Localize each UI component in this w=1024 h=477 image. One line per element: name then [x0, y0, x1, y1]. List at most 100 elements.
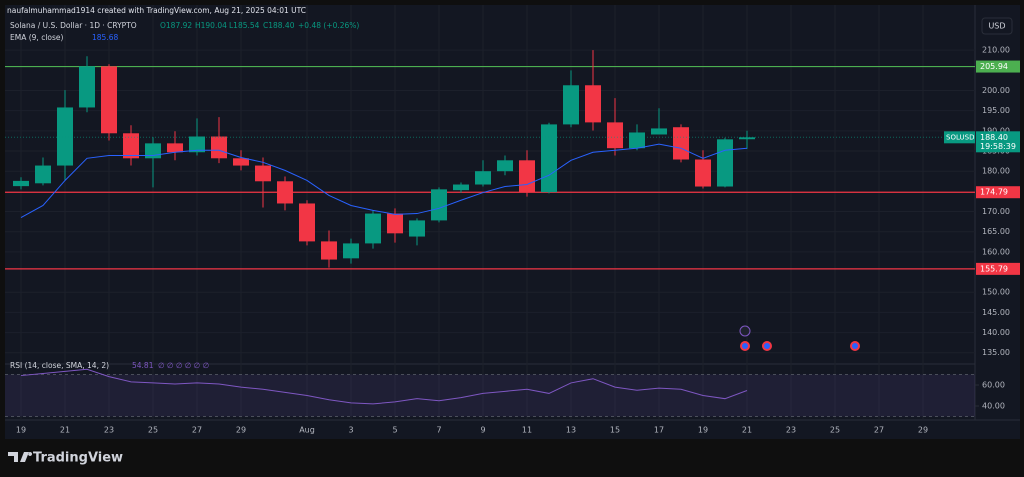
candle-body [35, 165, 51, 184]
y-tick-label: 210.00 [982, 46, 1010, 55]
y-tick-label: 150.00 [982, 288, 1010, 297]
x-tick-label: 9 [480, 426, 485, 435]
ema-value: 185.68 [92, 33, 118, 42]
x-tick-label: Aug [299, 426, 315, 435]
y-tick-label: 165.00 [982, 227, 1010, 236]
level-label: 155.79 [980, 264, 1008, 273]
candle-body [387, 213, 403, 234]
x-tick-label: 13 [566, 426, 576, 435]
x-tick-label: 15 [610, 426, 620, 435]
y-tick-label: 200.00 [982, 86, 1010, 95]
ema-line [20, 143, 748, 219]
x-tick-label: 17 [654, 426, 664, 435]
candle-body [211, 136, 227, 159]
candle-body [651, 128, 667, 135]
y-tick-label: 195.00 [982, 106, 1010, 115]
candle-body [519, 160, 535, 193]
candle-body [475, 171, 491, 185]
x-tick-label: 29 [918, 426, 928, 435]
last-price: 188.40 [980, 133, 1008, 142]
rsi-value: 54.81 [132, 361, 154, 370]
low: L185.54 [229, 21, 260, 30]
x-tick-label: 7 [436, 426, 441, 435]
candle-body [343, 243, 359, 259]
candle-body [409, 220, 425, 237]
candle-body [79, 66, 95, 108]
symbol: Solana / U.S. Dollar · 1D · CRYPTO [10, 21, 137, 30]
rsi-tick-label: 60.00 [982, 381, 1005, 390]
symbol-label-box [944, 131, 975, 144]
candle-body [189, 136, 205, 153]
brand: TradingView [33, 451, 123, 466]
y-tick-label: 160.00 [982, 247, 1010, 256]
candle-body [145, 143, 161, 159]
candle-body [497, 160, 513, 172]
credit: naufalmuhammad1914 created with TradingV… [7, 6, 306, 15]
y-tick-label: 170.00 [982, 207, 1010, 216]
candle-body [321, 241, 337, 260]
candle-body [695, 159, 711, 187]
x-tick-label: 27 [192, 426, 202, 435]
rsi-title: RSI (14, close, SMA, 14, 2) [10, 361, 109, 370]
rsi-tick-label: 40.00 [982, 402, 1005, 411]
candle-body [233, 158, 249, 166]
candle-body [167, 143, 183, 153]
symbol-label: SOLUSD [946, 133, 974, 141]
candle-body [541, 124, 557, 193]
candle-body [673, 127, 689, 160]
candle-body [123, 133, 139, 159]
level-label-box [976, 60, 1020, 73]
candle-body [739, 137, 755, 140]
candle-body [717, 139, 733, 187]
candle-body [57, 107, 73, 166]
y-tick-label: 190.00 [982, 126, 1010, 135]
x-tick-label: 11 [522, 426, 532, 435]
rsi-band [5, 374, 975, 417]
x-tick-label: 27 [874, 426, 884, 435]
candle-body [255, 165, 271, 182]
x-tick-label: 19 [698, 426, 708, 435]
candle-body [299, 203, 315, 242]
x-tick-label: 25 [830, 426, 840, 435]
change: +0.48 (+0.26%) [298, 21, 359, 30]
brand-logo [8, 452, 33, 462]
level-label: 174.79 [980, 188, 1008, 197]
x-tick-label: 5 [392, 426, 397, 435]
candle-body [585, 85, 601, 123]
currency[interactable]: USD [988, 22, 1005, 31]
level-label-box [976, 186, 1020, 199]
x-tick-label: 23 [786, 426, 796, 435]
currency-button[interactable] [981, 17, 1013, 35]
rsi-extra: ∅ ∅ ∅ ∅ ∅ ∅ [158, 361, 209, 370]
x-tick-label: 21 [742, 426, 752, 435]
candle-body [101, 66, 117, 134]
x-tick-label: 3 [348, 426, 353, 435]
y-tick-label: 140.00 [982, 328, 1010, 337]
y-tick-label: 180.00 [982, 167, 1010, 176]
candle-body [563, 85, 579, 125]
rsi-line [20, 368, 748, 405]
x-tick-label: 23 [104, 426, 114, 435]
candle-body [629, 132, 645, 149]
candle-body [607, 122, 623, 149]
x-tick-label: 29 [236, 426, 246, 435]
candle-body [431, 189, 447, 221]
chart-panel [5, 5, 1020, 439]
candle-body [365, 213, 381, 244]
candle-body [277, 181, 293, 204]
level-label: 205.94 [980, 62, 1008, 71]
ema-label: EMA (9, close) [10, 33, 64, 42]
y-tick-label: 135.00 [982, 348, 1010, 357]
close: C188.40 [263, 21, 295, 30]
countdown: 19:58:39 [980, 142, 1016, 151]
x-tick-label: 21 [60, 426, 70, 435]
event-icons [739, 325, 860, 351]
x-tick-label: 25 [148, 426, 158, 435]
candle-body [453, 184, 469, 191]
level-label-box [976, 262, 1020, 275]
open: O187.92 [160, 21, 192, 30]
high: H190.04 [195, 21, 227, 30]
last-price-box [976, 131, 1020, 153]
x-tick-label: 19 [16, 426, 26, 435]
